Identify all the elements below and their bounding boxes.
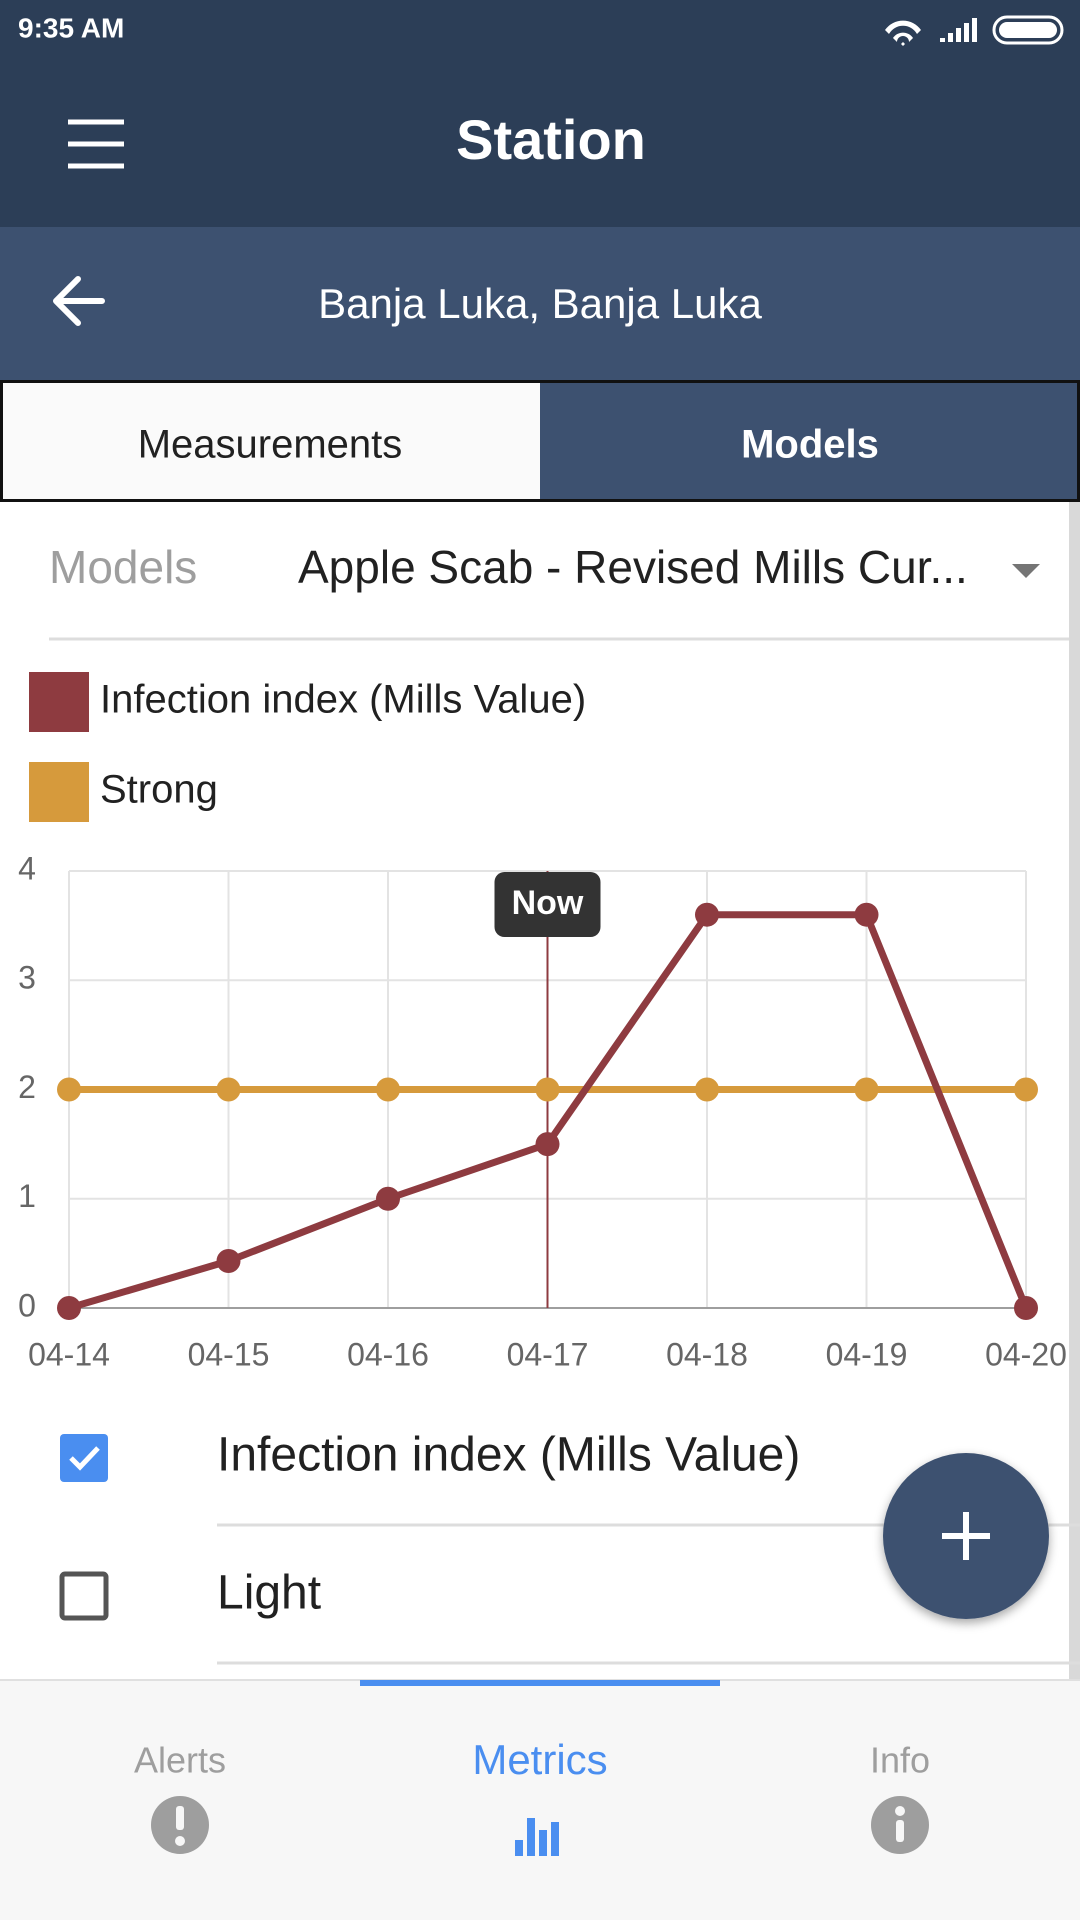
data-point xyxy=(216,1249,241,1274)
info-icon[interactable] xyxy=(871,1796,929,1854)
y-tick-label: 0 xyxy=(18,1287,36,1323)
nav-indicator xyxy=(360,1680,720,1686)
data-point xyxy=(216,1077,241,1102)
scrollbar xyxy=(1069,502,1080,1680)
data-point xyxy=(854,1077,879,1102)
legend-label: Strong xyxy=(100,768,218,812)
selector-label: Models xyxy=(49,541,197,593)
menu-button[interactable] xyxy=(68,119,124,169)
data-point xyxy=(376,1077,400,1102)
status-time: 9:35 AM xyxy=(18,12,124,43)
data-point xyxy=(535,1077,560,1102)
metrics-icon[interactable] xyxy=(515,1818,559,1856)
battery-level xyxy=(999,22,1057,38)
y-tick-label: 2 xyxy=(18,1069,36,1105)
now-badge xyxy=(494,872,601,937)
alerts-icon[interactable] xyxy=(151,1796,209,1854)
location-bar xyxy=(0,227,1080,380)
tab-label[interactable]: Measurements xyxy=(138,423,403,467)
dropdown-arrow[interactable] xyxy=(1012,564,1040,578)
x-tick-label: 04-19 xyxy=(826,1336,908,1372)
data-point xyxy=(57,1077,81,1102)
signal-icon xyxy=(940,18,977,42)
legend-swatch xyxy=(29,762,89,822)
legend-label: Infection index (Mills Value) xyxy=(100,678,586,722)
status-icons xyxy=(885,15,1064,46)
data-point xyxy=(854,902,879,927)
data-point xyxy=(1014,1077,1038,1102)
checkmark xyxy=(69,1446,100,1471)
checklist-label[interactable]: Light xyxy=(217,1567,321,1620)
data-point xyxy=(535,1132,560,1157)
battery-icon xyxy=(992,15,1064,45)
add-icon xyxy=(942,1512,990,1560)
data-point xyxy=(376,1186,400,1211)
checkbox[interactable] xyxy=(60,1434,108,1482)
checklist-label[interactable]: Infection index (Mills Value) xyxy=(217,1429,800,1482)
nav-label[interactable]: Alerts xyxy=(134,1740,226,1781)
x-tick-label: 04-18 xyxy=(666,1336,748,1372)
bottom-nav xyxy=(0,1680,1080,1920)
x-tick-label: 04-20 xyxy=(985,1336,1067,1372)
location-title: Banja Luka, Banja Luka xyxy=(318,280,762,327)
nav-label[interactable]: Info xyxy=(870,1740,930,1781)
y-tick-label: 1 xyxy=(18,1178,36,1214)
tab[interactable] xyxy=(540,380,1080,502)
checkbox[interactable] xyxy=(59,1571,109,1621)
nav-label[interactable]: Metrics xyxy=(472,1736,607,1783)
tab[interactable] xyxy=(0,380,540,502)
data-point xyxy=(57,1296,81,1320)
app-title: Station xyxy=(456,108,646,171)
data-point xyxy=(695,902,719,927)
y-tick-label: 4 xyxy=(18,850,36,886)
app-bar xyxy=(0,0,1080,227)
x-tick-label: 04-16 xyxy=(347,1336,429,1372)
now-label: Now xyxy=(512,884,584,922)
x-tick-label: 04-14 xyxy=(28,1336,110,1372)
wifi-icon xyxy=(885,20,921,46)
y-tick-label: 3 xyxy=(18,960,36,996)
tab-border xyxy=(0,380,1080,502)
tab-label[interactable]: Models xyxy=(741,423,879,467)
data-point xyxy=(695,1077,719,1102)
legend-swatch xyxy=(29,672,89,732)
x-tick-label: 04-15 xyxy=(188,1336,270,1372)
x-tick-label: 04-17 xyxy=(507,1336,589,1372)
back-button[interactable] xyxy=(53,276,105,326)
data-point xyxy=(1014,1296,1038,1320)
selector-value[interactable]: Apple Scab - Revised Mills Cur... xyxy=(298,541,968,593)
